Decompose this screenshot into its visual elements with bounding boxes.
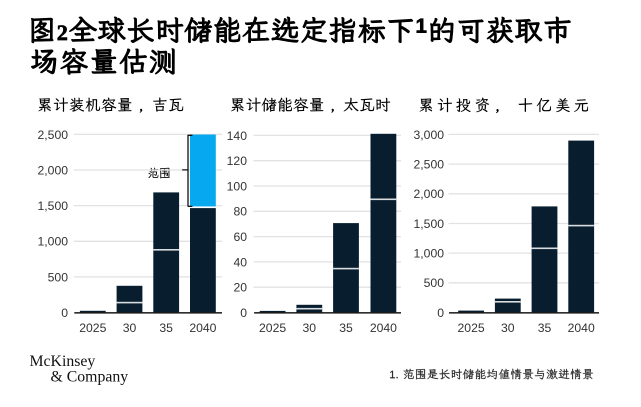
svg-text:2025: 2025 (259, 321, 286, 335)
svg-text:2,500: 2,500 (38, 128, 69, 142)
svg-text:30: 30 (501, 321, 515, 335)
svg-text:1,500: 1,500 (38, 199, 69, 213)
svg-text:500: 500 (424, 276, 445, 290)
svg-text:35: 35 (339, 321, 353, 335)
svg-text:2,000: 2,000 (414, 187, 445, 201)
svg-text:1,000: 1,000 (38, 235, 69, 249)
svg-text:2025: 2025 (458, 321, 485, 335)
svg-text:40: 40 (233, 255, 247, 269)
svg-text:2040: 2040 (370, 321, 397, 335)
svg-text:120: 120 (227, 154, 248, 168)
svg-text:2040: 2040 (189, 321, 216, 335)
svg-text:McKinsey: McKinsey (30, 353, 96, 370)
svg-text:140: 140 (227, 129, 248, 143)
svg-text:30: 30 (123, 321, 137, 335)
svg-text:35: 35 (159, 321, 173, 335)
svg-text:35: 35 (538, 321, 552, 335)
svg-text:1,500: 1,500 (414, 217, 445, 231)
svg-text:2,500: 2,500 (414, 158, 445, 172)
svg-text:2025: 2025 (79, 321, 106, 335)
svg-text:30: 30 (303, 321, 317, 335)
svg-text:0: 0 (437, 306, 444, 320)
svg-text:2040: 2040 (568, 321, 595, 335)
svg-text:3,000: 3,000 (414, 128, 445, 142)
svg-text:100: 100 (227, 179, 248, 193)
svg-text:80: 80 (233, 205, 247, 219)
svg-text:20: 20 (233, 281, 247, 295)
svg-text:0: 0 (240, 306, 247, 320)
svg-text:2,000: 2,000 (38, 163, 69, 177)
svg-text:500: 500 (48, 270, 69, 284)
svg-text:& Company: & Company (51, 368, 129, 385)
svg-text:60: 60 (233, 230, 247, 244)
svg-text:0: 0 (61, 306, 68, 320)
svg-text:1,000: 1,000 (414, 247, 445, 261)
